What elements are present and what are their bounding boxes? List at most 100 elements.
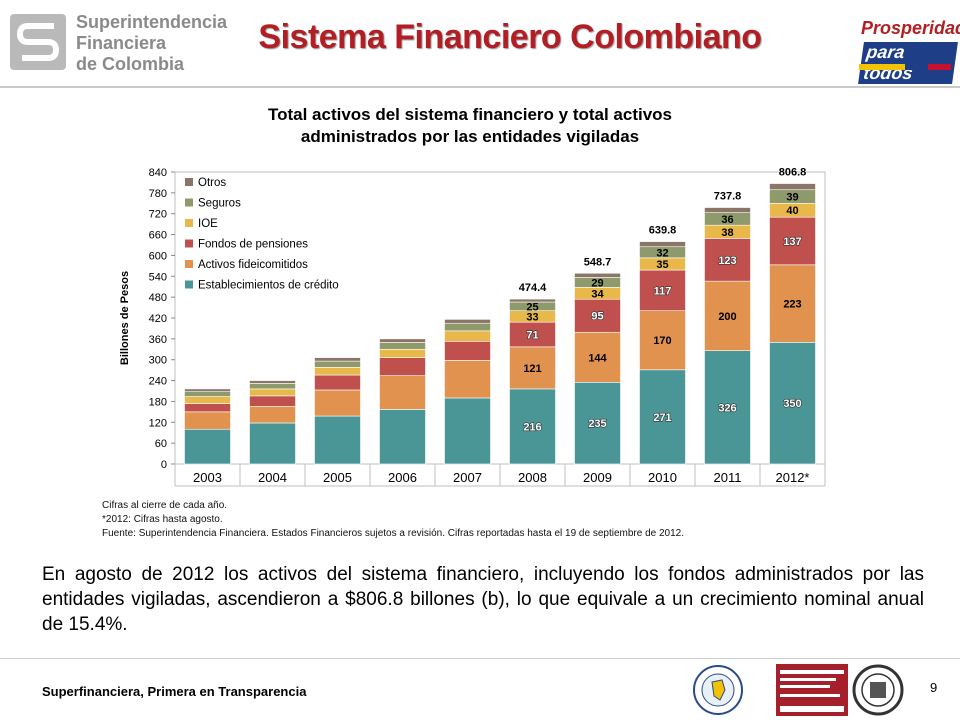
bar-total-label: 548.7 — [584, 256, 612, 268]
bar-segment — [379, 342, 426, 350]
note-line-1: Cifras al cierre de cada año. — [102, 500, 228, 511]
bar-segment — [639, 310, 686, 371]
bar-segment — [704, 350, 751, 465]
bar-value-label: 33 — [526, 311, 538, 323]
x-tick-label: 2009 — [583, 470, 612, 485]
x-tick-label: 2011 — [714, 470, 742, 485]
x-tick-label: 2004 — [258, 470, 287, 485]
bar-segment — [314, 367, 361, 376]
logo-line-1: Superintendencia — [76, 12, 228, 32]
bar-segment — [574, 382, 621, 465]
bar-segment — [379, 375, 426, 410]
bar-segment — [509, 388, 556, 465]
bar-value-label: 271 — [653, 412, 671, 424]
footer-divider — [0, 658, 960, 659]
source-note: Fuente: Superintendencia Financiera. Est… — [102, 528, 685, 539]
legend-label: Seguros — [198, 198, 241, 210]
x-tick-label: 2003 — [193, 470, 222, 485]
bar-segment — [314, 389, 361, 417]
y-tick-label: 600 — [149, 250, 167, 262]
y-tick-label: 300 — [149, 355, 167, 367]
bar-value-label: 326 — [718, 402, 736, 414]
bar-segment — [639, 269, 686, 312]
bar-value-label: 32 — [656, 247, 668, 259]
bar-value-label: 38 — [721, 227, 733, 239]
bar-segment — [574, 331, 621, 383]
bar-total-label: 737.8 — [714, 191, 742, 203]
legend-swatch — [185, 260, 193, 268]
bar-value-label: 39 — [786, 192, 798, 204]
prosperidad-logo: Prosperidad para todos — [855, 12, 960, 84]
legend-label: IOE — [198, 218, 218, 230]
bar-segment — [704, 207, 751, 213]
x-tick-label: 2005 — [323, 470, 352, 485]
legend-label: Activos fideicomitidos — [198, 259, 308, 271]
legend-label: Establecimientos de crédito — [198, 280, 339, 292]
legend-swatch — [185, 219, 193, 227]
bar-value-label: 121 — [523, 363, 541, 375]
page-title: Sistema Financiero Colombiano — [258, 18, 762, 56]
bar-segment — [184, 388, 231, 392]
page-number: 9 — [930, 680, 938, 695]
prosperidad-line-2: para todos — [858, 42, 958, 84]
bar-segment — [444, 322, 491, 332]
bar-value-label: 29 — [591, 277, 603, 289]
legend-swatch — [185, 239, 193, 248]
bar-segment — [184, 411, 231, 430]
x-tick-label: 2007 — [453, 470, 482, 485]
bar-value-label: 117 — [654, 285, 672, 297]
bar-value-label: 35 — [656, 259, 668, 271]
legend-label: Fondos de pensiones — [198, 239, 308, 251]
bar-segment — [314, 415, 361, 465]
bar-value-label: 71 — [526, 330, 538, 342]
chart-bars — [184, 183, 816, 465]
y-tick-label: 120 — [149, 417, 167, 429]
summary-paragraph: En agosto de 2012 los activos del sistem… — [42, 564, 924, 635]
flag-stripe-icon — [859, 64, 951, 70]
superfinanciera-mark-icon — [10, 14, 66, 70]
y-tick-label: 840 — [149, 167, 167, 179]
header-divider — [0, 86, 960, 88]
legend-swatch — [185, 198, 193, 207]
stacked-bar-chart: 0 60 120 180 240 300 360 420 480 540 600 660 720 780 8… — [119, 167, 826, 487]
x-tick-label: 2006 — [388, 470, 417, 485]
bar-segment — [444, 319, 491, 324]
y-tick-label: 420 — [149, 313, 167, 325]
bar-total-label: 806.8 — [779, 167, 807, 179]
bar-segment — [769, 183, 816, 191]
legend-swatch — [185, 178, 193, 186]
bar-value-label: 34 — [591, 288, 604, 300]
superfinanciera-logo: Superintendencia Financiera de Colombia — [8, 12, 238, 74]
y-tick-label: 60 — [155, 438, 167, 450]
bar-segment — [509, 346, 556, 390]
x-tick-label: 2008 — [518, 470, 547, 485]
note-line-2: *2012: Cifras hasta agosto. — [102, 514, 223, 525]
bar-value-label: 223 — [783, 299, 801, 311]
bar-segment — [639, 241, 686, 248]
bar-segment — [574, 298, 621, 333]
bar-segment — [444, 397, 491, 465]
bureau-veritas-seal-icon — [852, 664, 904, 716]
bar-segment — [574, 272, 621, 278]
bar-value-label: 216 — [523, 421, 541, 433]
bar-segment — [314, 360, 361, 368]
bar-value-label: 350 — [783, 398, 801, 410]
bar-segment — [509, 298, 556, 303]
chart-title: Total activos del sistema financiero y t… — [140, 104, 800, 148]
quality-seal-icon — [693, 665, 743, 715]
bar-total-label: 639.8 — [649, 225, 677, 237]
bar-segment — [379, 338, 426, 343]
bar-segment — [184, 428, 231, 465]
legend-swatch — [185, 280, 193, 289]
bar-segment — [249, 380, 296, 384]
bar-value-label: 144 — [588, 352, 607, 364]
bar-value-label: 200 — [718, 311, 736, 323]
bar-segment — [379, 409, 426, 465]
y-tick-label: 780 — [149, 188, 167, 200]
bar-segment — [249, 422, 296, 465]
bar-segment — [444, 360, 491, 399]
y-tick-label: 240 — [149, 376, 167, 388]
bar-segment — [379, 357, 426, 377]
bar-value-label: 137 — [783, 236, 801, 248]
chart-legend: Otros Seguros IOE Fondos de pensiones Activo… — [185, 177, 339, 292]
